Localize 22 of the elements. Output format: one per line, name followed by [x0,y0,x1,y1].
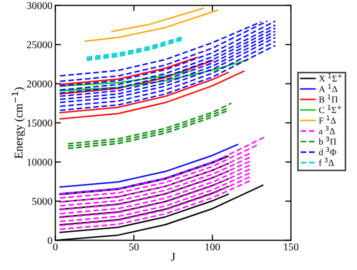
legend-label: F $^{1}$Δ [318,115,336,124]
y-tick-label: 15000 [27,120,52,127]
legend-label: f $^{3}$Δ [319,158,334,166]
x-tick-label: 0 [53,243,58,250]
x-axis-title: J [171,252,176,261]
legend-label: b $^{3}$Π [318,136,336,145]
x-tick-label: 150 [284,243,298,250]
y-tick-label: 20000 [26,80,52,88]
legend-label: B $^{1}$Π [318,94,338,103]
legend-label: d $^{3}$Φ [319,147,336,156]
y-axis-title: Energy (cm$^{−1}$) [12,87,25,159]
y-tick-label: 0 [48,236,52,244]
x-tick-label: 50 [129,243,139,250]
y-tick-label: 5000 [32,198,52,205]
legend-label: C $^{1}$Σ$^{+}$ [319,104,342,114]
y-tick-label: 10000 [27,158,52,166]
legend-label: X $^{1}$Σ$^{+}$ [318,73,342,82]
legend-label: A $^{1}$Δ [318,84,338,92]
x-tick-label: 100 [206,243,220,250]
y-tick-label: 30000 [27,2,52,10]
y-tick-label: 25000 [26,41,52,48]
legend-label: a $^{3}$Δ [319,126,335,134]
